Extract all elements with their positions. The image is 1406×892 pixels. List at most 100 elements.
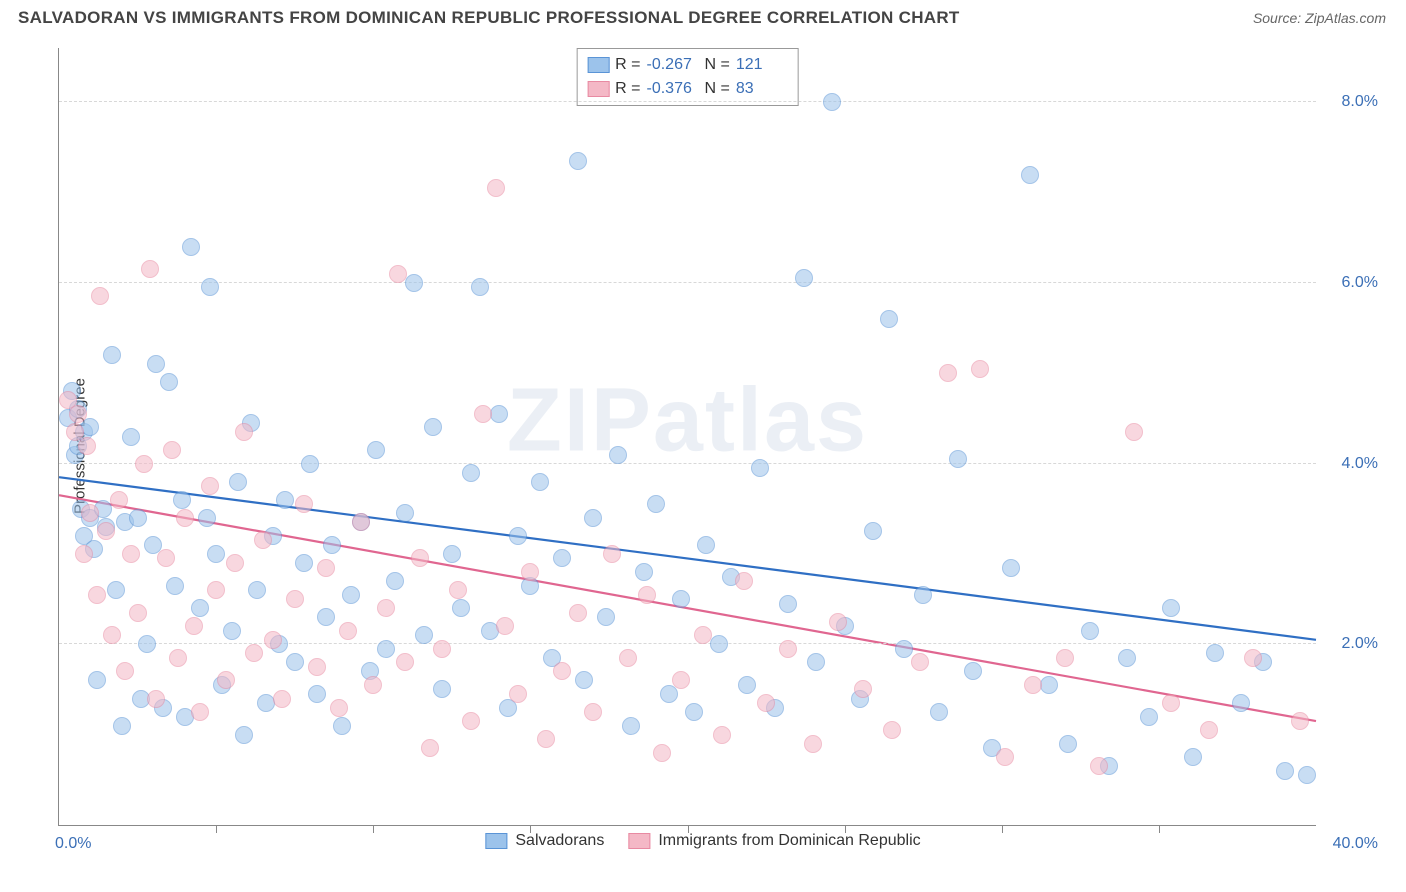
scatter-point [609, 446, 627, 464]
scatter-point [217, 671, 235, 689]
scatter-point [553, 662, 571, 680]
scatter-point [854, 680, 872, 698]
scatter-point [411, 549, 429, 567]
scatter-point [141, 260, 159, 278]
scatter-point [1040, 676, 1058, 694]
scatter-point [685, 703, 703, 721]
scatter-point [1118, 649, 1136, 667]
scatter-point [389, 265, 407, 283]
scatter-point [1059, 735, 1077, 753]
scatter-point [163, 441, 181, 459]
scatter-point [424, 418, 442, 436]
scatter-point [710, 635, 728, 653]
scatter-point [949, 450, 967, 468]
scatter-point [276, 491, 294, 509]
scatter-point [1200, 721, 1218, 739]
scatter-point [694, 626, 712, 644]
scatter-point [880, 310, 898, 328]
scatter-point [1244, 649, 1262, 667]
scatter-point [487, 179, 505, 197]
scatter-point [462, 712, 480, 730]
scatter-point [603, 545, 621, 563]
scatter-point [352, 513, 370, 531]
scatter-point [569, 604, 587, 622]
chart-title: SALVADORAN VS IMMIGRANTS FROM DOMINICAN … [18, 8, 960, 28]
scatter-point [597, 608, 615, 626]
scatter-point [173, 491, 191, 509]
scatter-point [911, 653, 929, 671]
origin-tick: 0.0% [55, 835, 91, 853]
scatter-point [509, 527, 527, 545]
scatter-point [584, 509, 602, 527]
scatter-point [273, 690, 291, 708]
scatter-point [69, 405, 87, 423]
y-tick-label: 2.0% [1342, 635, 1378, 653]
gridline [59, 643, 1316, 644]
scatter-point [779, 640, 797, 658]
scatter-point [939, 364, 957, 382]
scatter-point [229, 473, 247, 491]
trend-line [59, 495, 1316, 721]
plot-area: ZIPatlas R = -0.267 N = 121 R = -0.376 N… [58, 48, 1316, 826]
scatter-point [264, 631, 282, 649]
scatter-point [235, 423, 253, 441]
y-tick-label: 6.0% [1342, 274, 1378, 292]
chart-container: Professional Degree ZIPatlas R = -0.267 … [18, 36, 1388, 856]
x-tick-mark [1002, 825, 1003, 833]
scatter-point [103, 626, 121, 644]
x-tick-mark [1159, 825, 1160, 833]
scatter-point [169, 649, 187, 667]
scatter-point [254, 531, 272, 549]
scatter-point [122, 428, 140, 446]
scatter-point [443, 545, 461, 563]
scatter-point [1021, 166, 1039, 184]
y-tick-label: 8.0% [1342, 93, 1378, 111]
scatter-point [1125, 423, 1143, 441]
scatter-point [191, 703, 209, 721]
scatter-point [1140, 708, 1158, 726]
scatter-point [1090, 757, 1108, 775]
scatter-point [635, 563, 653, 581]
scatter-point [619, 649, 637, 667]
gridline [59, 282, 1316, 283]
scatter-point [201, 278, 219, 296]
scatter-point [638, 586, 656, 604]
scatter-point [421, 739, 439, 757]
scatter-point [490, 405, 508, 423]
scatter-point [996, 748, 1014, 766]
scatter-point [286, 653, 304, 671]
scatter-point [575, 671, 593, 689]
scatter-point [757, 694, 775, 712]
scatter-point [895, 640, 913, 658]
scatter-point [107, 581, 125, 599]
scatter-point [377, 640, 395, 658]
scatter-point [697, 536, 715, 554]
scatter-point [471, 278, 489, 296]
scatter-point [81, 418, 99, 436]
scatter-point [804, 735, 822, 753]
scatter-point [1206, 644, 1224, 662]
scatter-point [286, 590, 304, 608]
x-tick-mark [373, 825, 374, 833]
scatter-point [531, 473, 549, 491]
scatter-point [823, 93, 841, 111]
scatter-point [1002, 559, 1020, 577]
gridline [59, 101, 1316, 102]
scatter-point [323, 536, 341, 554]
scatter-point [537, 730, 555, 748]
scatter-point [1024, 676, 1042, 694]
scatter-point [235, 726, 253, 744]
scatter-point [1276, 762, 1294, 780]
scatter-point [647, 495, 665, 513]
scatter-point [122, 545, 140, 563]
scatter-point [509, 685, 527, 703]
scatter-point [295, 495, 313, 513]
scatter-point [147, 690, 165, 708]
scatter-point [201, 477, 219, 495]
scatter-point [415, 626, 433, 644]
scatter-point [569, 152, 587, 170]
scatter-point [672, 671, 690, 689]
scatter-point [452, 599, 470, 617]
scatter-point [317, 608, 335, 626]
scatter-point [795, 269, 813, 287]
